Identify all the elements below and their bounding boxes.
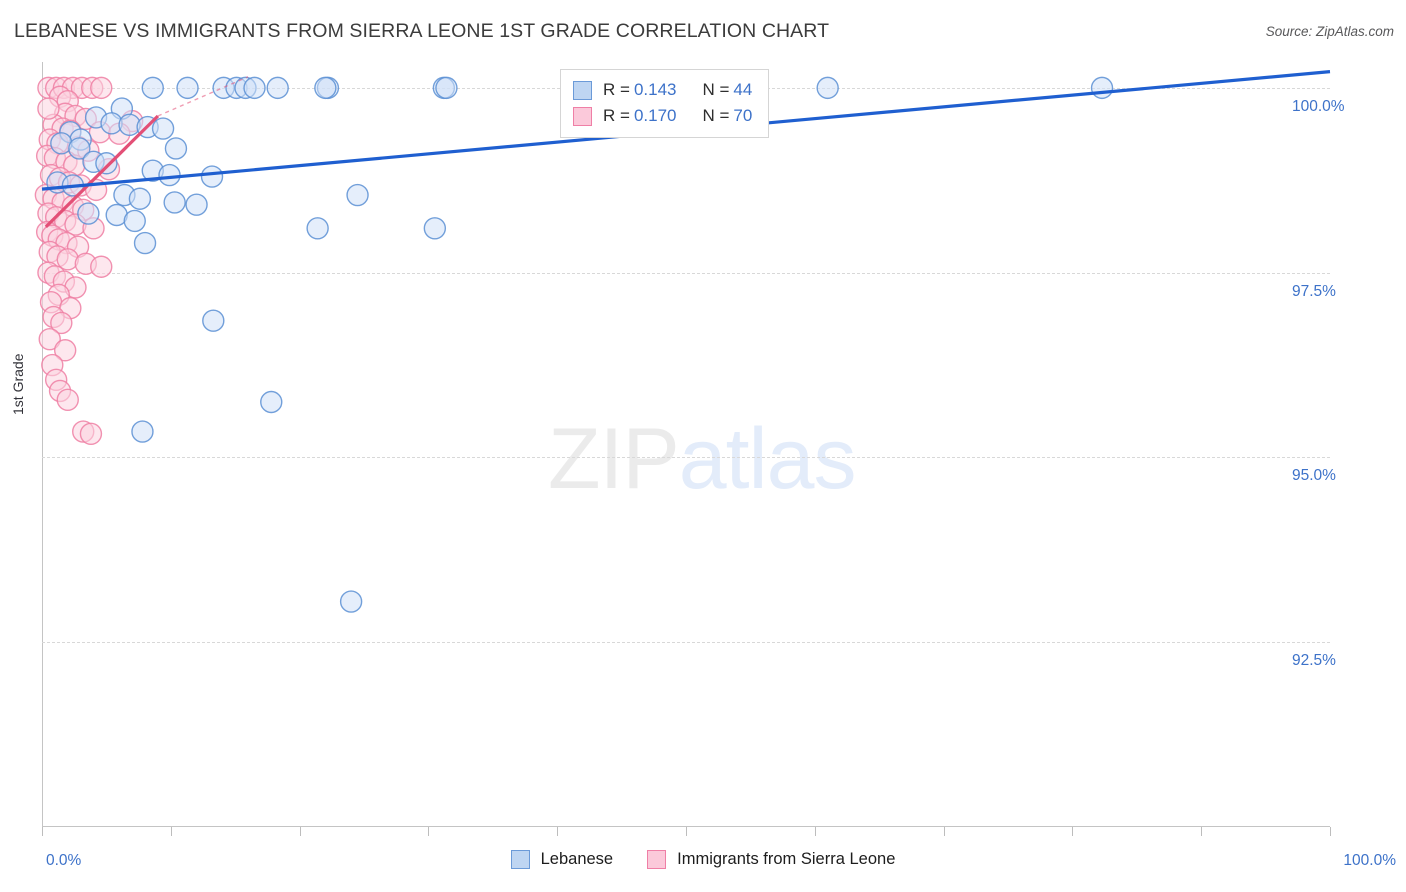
x-axis-min-label: 0.0% — [46, 852, 82, 869]
data-point-lebanese — [1090, 76, 1114, 100]
stats-n-label-sierra-leone: N = — [702, 106, 730, 125]
data-point-lebanese — [243, 76, 266, 100]
stats-swatch-sierra-leone — [573, 106, 592, 126]
x-axis-tick — [557, 827, 559, 836]
data-point-lebanese — [77, 202, 100, 225]
data-point-lebanese — [95, 152, 118, 175]
y-axis-tick-label: 92.5% — [1292, 652, 1336, 670]
stats-n-value-sierra-leone: 70 — [733, 106, 753, 125]
x-axis-tick — [814, 827, 816, 836]
data-point-lebanese — [346, 183, 369, 207]
data-point-sierra-leone — [90, 255, 113, 278]
data-point-sierra-leone — [90, 76, 113, 100]
data-point-lebanese — [163, 191, 186, 214]
legend-swatch-lebanese — [510, 850, 530, 869]
data-point-sierra-leone — [50, 311, 73, 335]
data-point-lebanese — [164, 137, 188, 160]
data-point-lebanese — [128, 187, 152, 210]
data-point-lebanese — [151, 117, 175, 140]
y-axis-tick-label: 95.0% — [1292, 467, 1336, 485]
legend-swatch-sierra-leone — [647, 850, 667, 869]
data-point-lebanese — [141, 76, 164, 100]
sierra-leone-points-group — [34, 76, 144, 445]
stats-n-value-lebanese: 44 — [733, 80, 753, 99]
data-point-lebanese — [200, 165, 224, 188]
data-point-lebanese — [133, 231, 157, 255]
data-point-lebanese — [158, 163, 181, 187]
stats-r-label-lebanese: R = — [603, 80, 630, 99]
plot-frame — [42, 62, 1330, 827]
plot-area — [34, 62, 1331, 836]
stats-n-label-lebanese: N = — [702, 80, 730, 99]
data-point-lebanese — [131, 420, 154, 443]
gridline — [42, 272, 1330, 274]
x-axis-tick — [428, 827, 430, 836]
source-attribution: Source: ZipAtlas.com — [1265, 24, 1394, 39]
gridline — [42, 642, 1330, 644]
data-point-lebanese — [339, 590, 363, 613]
data-point-sierra-leone — [37, 97, 60, 120]
y-axis-tick-label: 97.5% — [1292, 282, 1336, 300]
stats-swatch-lebanese — [573, 80, 592, 100]
y-axis-title: 1st Grade — [10, 353, 26, 415]
scatter-layer — [34, 70, 1331, 613]
x-axis-tick — [42, 827, 43, 836]
data-point-sierra-leone — [53, 339, 77, 362]
x-axis-tick — [1072, 827, 1074, 836]
stats-r-value-lebanese: 0.143 — [633, 80, 677, 99]
legend-item-lebanese[interactable]: Lebanese — [510, 850, 614, 869]
data-point-lebanese — [185, 193, 208, 216]
correlation-stats-legend: R = 0.143 N = 44 R = 0.170 N = 70 — [560, 69, 770, 138]
stats-row-sierra-leone: R = 0.170 N = 70 — [573, 103, 752, 129]
legend-label-sierra-leone: Immigrants from Sierra Leone — [677, 850, 896, 868]
data-point-lebanese — [816, 76, 839, 100]
trendline-sierra-leone-extension — [157, 76, 249, 117]
x-axis-max-label: 100.0% — [1343, 852, 1396, 869]
data-point-sierra-leone — [79, 422, 103, 445]
y-axis-tick-label: 100.0% — [1292, 97, 1345, 115]
x-axis-tick — [170, 827, 172, 836]
stats-r-label-sierra-leone: R = — [603, 106, 630, 125]
data-point-sierra-leone — [56, 388, 79, 411]
data-point-lebanese — [306, 217, 329, 240]
data-point-lebanese — [176, 76, 199, 100]
data-point-lebanese — [260, 390, 283, 414]
legend-item-sierra-leone[interactable]: Immigrants from Sierra Leone — [647, 850, 895, 869]
lebanese-points-group — [46, 76, 1114, 613]
data-point-lebanese — [123, 209, 146, 233]
data-point-lebanese — [314, 76, 337, 100]
data-point-lebanese — [202, 309, 225, 332]
stats-row-lebanese: R = 0.143 N = 44 — [573, 77, 752, 103]
x-axis-tick — [686, 827, 687, 836]
data-point-lebanese — [68, 137, 91, 160]
x-axis-tick — [1201, 827, 1203, 836]
x-axis-tick — [943, 827, 945, 836]
gridline — [42, 457, 1330, 459]
x-axis-tick — [299, 827, 301, 836]
data-point-sierra-leone — [38, 327, 61, 351]
trendline-sierra-leone — [44, 114, 160, 228]
series-legend: Lebanese Immigrants from Sierra Leone — [0, 850, 1406, 869]
page-title: LEBANESE VS IMMIGRANTS FROM SIERRA LEONE… — [14, 20, 830, 42]
x-axis-tick — [1330, 827, 1331, 836]
stats-r-value-sierra-leone: 0.170 — [633, 106, 677, 125]
data-point-lebanese — [266, 76, 289, 100]
data-point-lebanese — [435, 76, 458, 100]
data-point-lebanese — [423, 217, 447, 240]
legend-label-lebanese: Lebanese — [540, 850, 614, 868]
